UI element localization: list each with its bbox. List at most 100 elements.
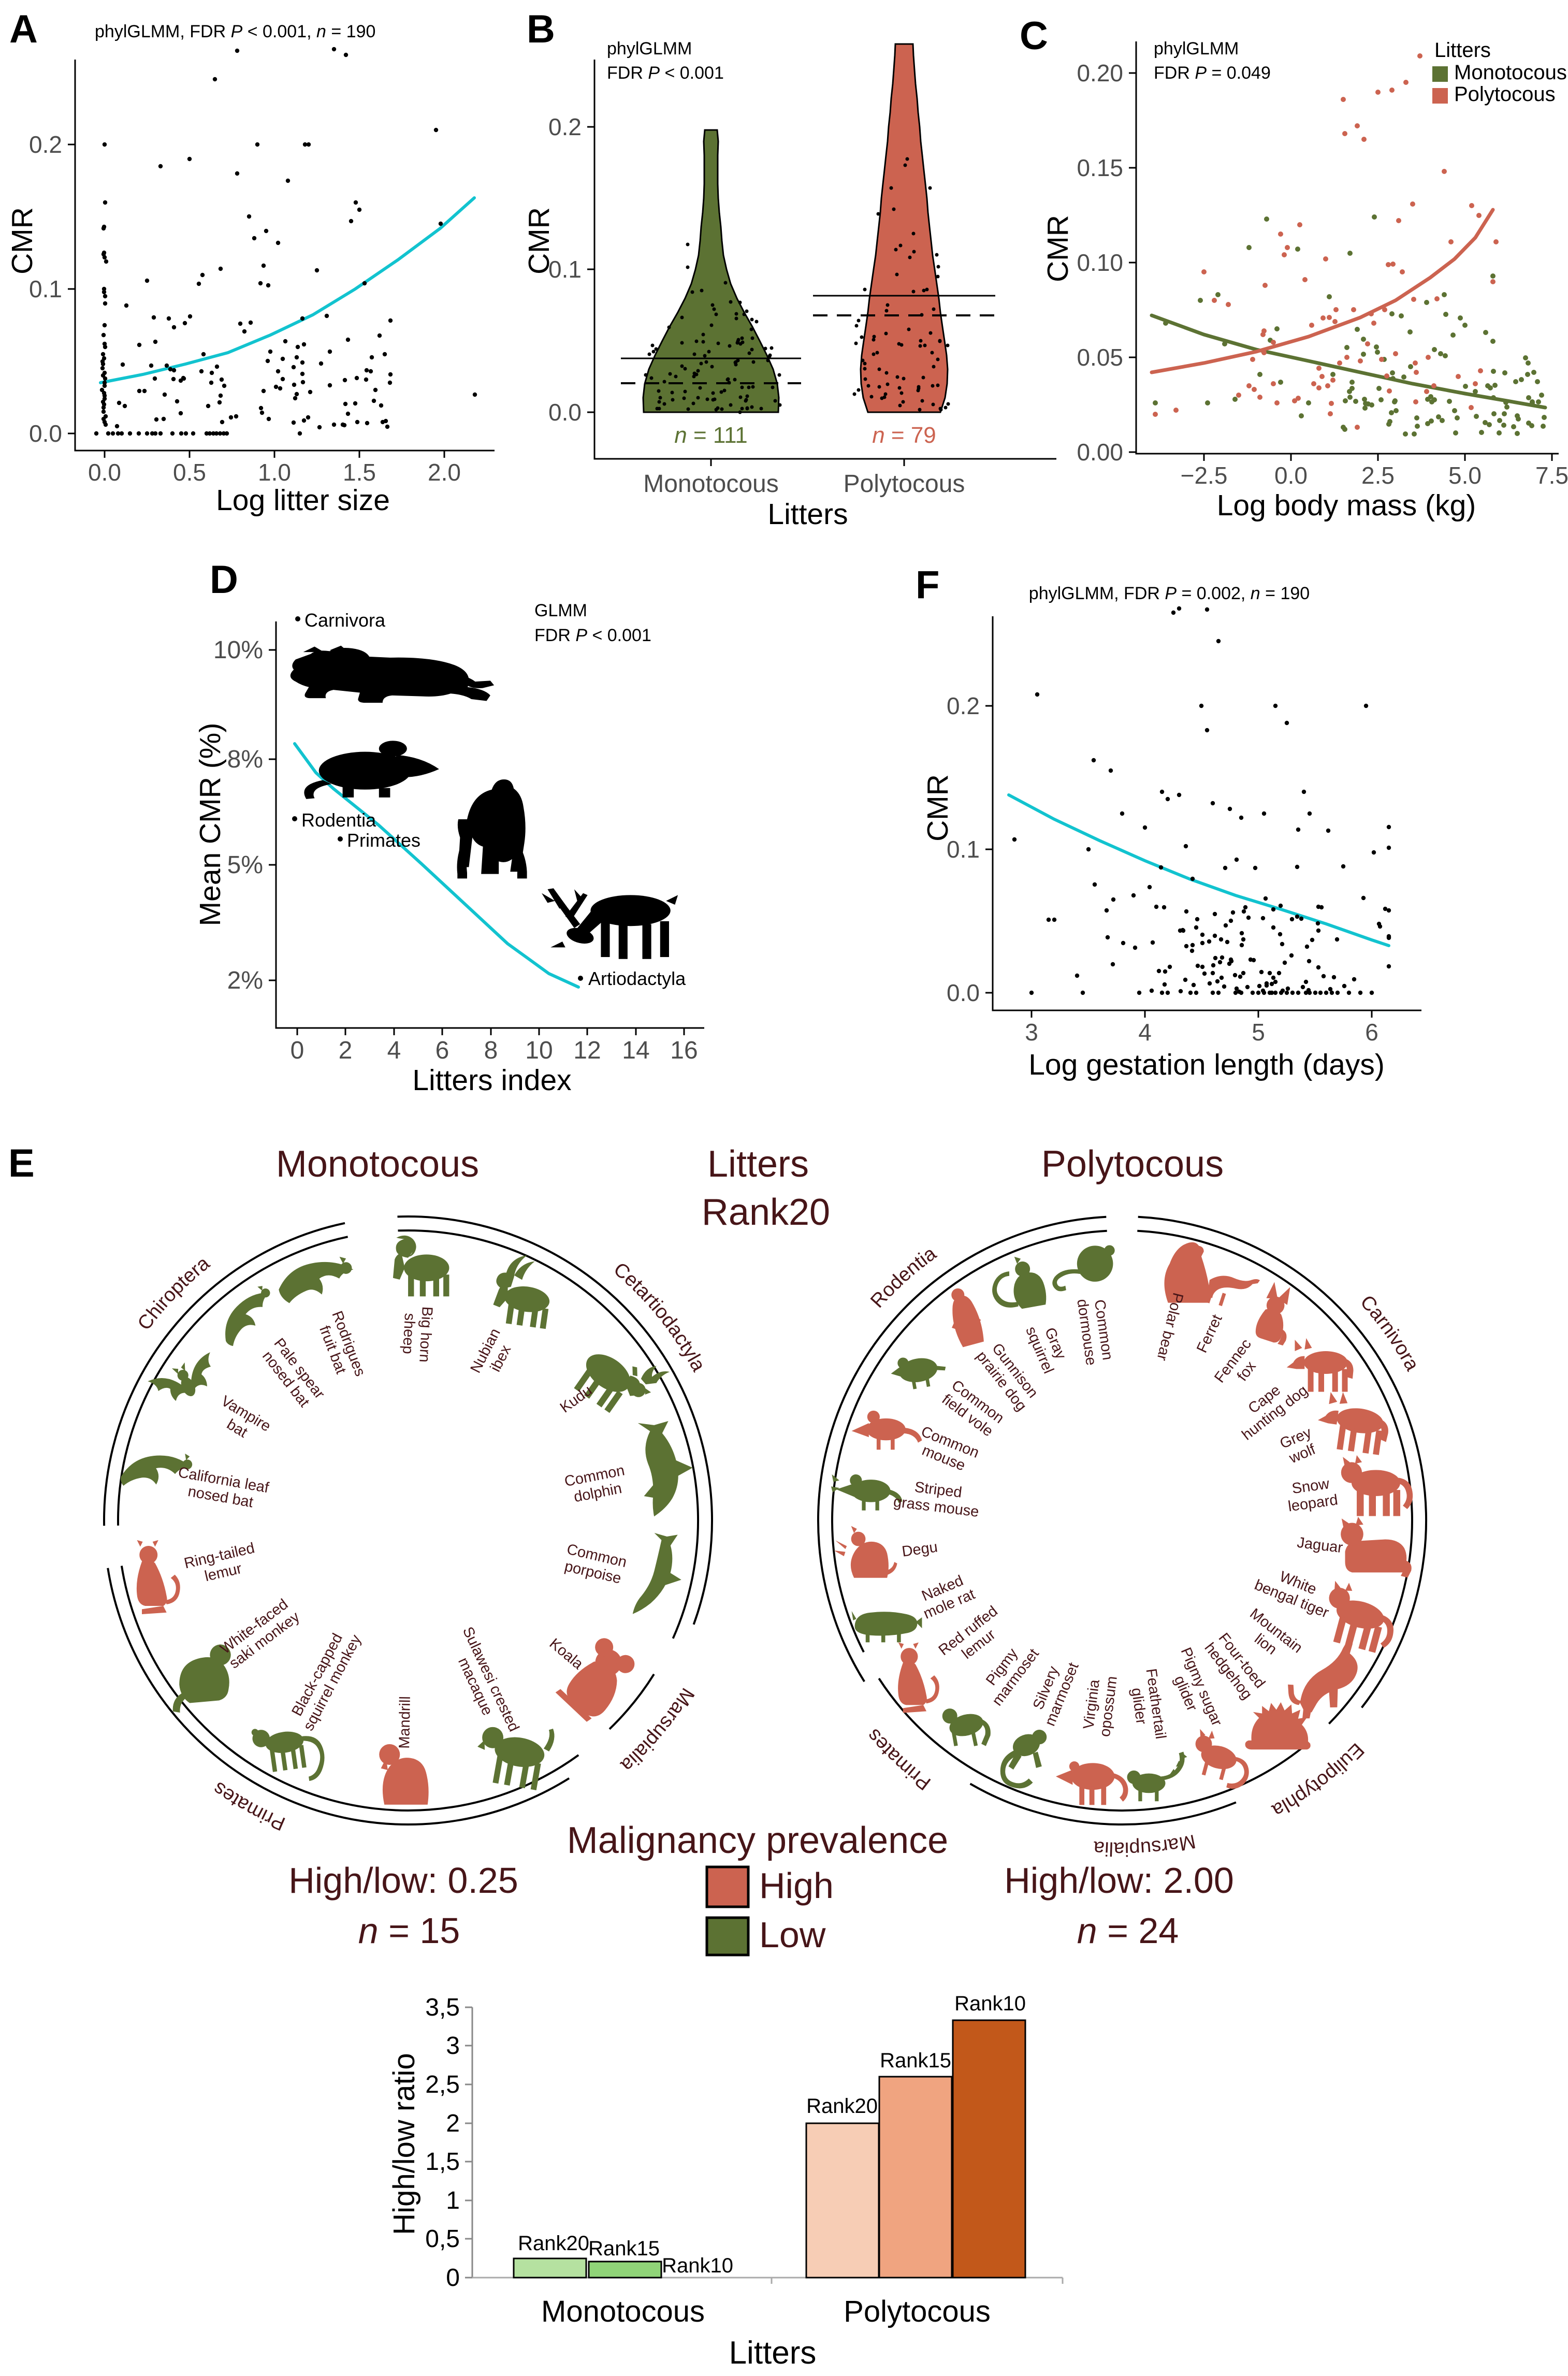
svg-text:Monotocous: Monotocous	[541, 2295, 705, 2328]
svg-text:0.0: 0.0	[88, 459, 121, 486]
svg-text:Rank10: Rank10	[662, 2254, 733, 2277]
svg-text:2: 2	[339, 1037, 353, 1064]
svg-text:B: B	[527, 7, 555, 51]
svg-text:Low: Low	[759, 1915, 826, 1955]
svg-text:14: 14	[622, 1037, 649, 1064]
svg-text:10%: 10%	[213, 636, 263, 664]
svg-text:0.2: 0.2	[548, 113, 582, 140]
svg-text:F: F	[916, 563, 939, 607]
svg-text:1,5: 1,5	[425, 2148, 460, 2176]
svg-text:High: High	[759, 1865, 834, 1906]
svg-text:Mandrill: Mandrill	[396, 1696, 414, 1749]
svg-text:0.1: 0.1	[29, 276, 62, 302]
svg-text:5: 5	[1252, 1019, 1265, 1046]
svg-text:n = 15: n = 15	[358, 1910, 460, 1951]
svg-text:Polytocous: Polytocous	[1041, 1143, 1224, 1185]
svg-text:0.2: 0.2	[29, 131, 62, 158]
svg-text:3: 3	[446, 2032, 460, 2060]
svg-text:0.1: 0.1	[548, 256, 582, 283]
svg-text:12: 12	[573, 1037, 601, 1064]
svg-text:Litters: Litters	[767, 498, 848, 531]
svg-text:Polytocous: Polytocous	[1454, 83, 1556, 106]
svg-text:High/low: 2.00: High/low: 2.00	[1004, 1860, 1234, 1901]
svg-text:Polytocous: Polytocous	[844, 2295, 991, 2328]
svg-text:CMR: CMR	[522, 207, 556, 274]
svg-text:phylGLMM, FDR P = 0.002, n = 1: phylGLMM, FDR P = 0.002, n = 190	[1029, 584, 1310, 603]
svg-text:Rank10: Rank10	[954, 1992, 1026, 2015]
svg-text:0.1: 0.1	[947, 836, 980, 863]
svg-text:D: D	[210, 558, 238, 602]
svg-text:5%: 5%	[227, 851, 263, 879]
svg-text:Monotocous: Monotocous	[1454, 61, 1567, 84]
svg-text:6: 6	[1365, 1019, 1378, 1046]
svg-text:0,5: 0,5	[425, 2225, 460, 2253]
svg-text:8%: 8%	[227, 746, 263, 773]
svg-text:4: 4	[387, 1037, 401, 1064]
svg-text:E: E	[8, 1141, 35, 1185]
svg-text:CMR: CMR	[921, 774, 954, 842]
svg-text:2,5: 2,5	[425, 2071, 460, 2098]
svg-text:Monotocous: Monotocous	[276, 1143, 479, 1185]
svg-text:1.5: 1.5	[343, 459, 376, 486]
svg-text:GLMM: GLMM	[534, 601, 587, 620]
svg-text:n = 111: n = 111	[674, 423, 748, 448]
svg-text:1: 1	[446, 2187, 460, 2214]
svg-text:Rank15: Rank15	[880, 2049, 951, 2072]
svg-text:n = 79: n = 79	[872, 423, 936, 448]
svg-text:0.5: 0.5	[173, 459, 206, 486]
svg-text:Graysquirrel: Graysquirrel	[1022, 1317, 1072, 1376]
svg-text:2.5: 2.5	[1361, 462, 1395, 489]
svg-text:Carnivora: Carnivora	[304, 610, 386, 631]
svg-text:16: 16	[670, 1037, 698, 1064]
svg-text:10: 10	[525, 1037, 553, 1064]
svg-text:Polytocous: Polytocous	[844, 470, 965, 498]
svg-text:FDR P < 0.001: FDR P < 0.001	[534, 626, 651, 645]
svg-text:Monotocous: Monotocous	[643, 470, 779, 498]
svg-text:High/low: 0.25: High/low: 0.25	[288, 1860, 518, 1901]
svg-text:0.0: 0.0	[548, 399, 582, 426]
svg-text:3,5: 3,5	[425, 1994, 460, 2021]
svg-text:0.0: 0.0	[1274, 462, 1308, 489]
svg-text:Litters index: Litters index	[412, 1064, 571, 1097]
svg-text:Rank15: Rank15	[588, 2237, 660, 2260]
svg-text:FDR P = 0.049: FDR P = 0.049	[1154, 63, 1271, 83]
svg-text:Rodentia: Rodentia	[301, 809, 376, 831]
svg-text:Log gestation length (days): Log gestation length (days)	[1028, 1048, 1385, 1081]
svg-text:0.0: 0.0	[947, 979, 980, 1006]
svg-text:Litters: Litters	[707, 1143, 809, 1185]
svg-text:CMR: CMR	[6, 207, 39, 274]
svg-text:0.0: 0.0	[29, 420, 62, 447]
svg-text:2%: 2%	[227, 967, 263, 994]
svg-text:7.5: 7.5	[1535, 462, 1568, 489]
svg-text:phylGLMM: phylGLMM	[1154, 39, 1239, 59]
svg-text:Rank20: Rank20	[806, 2095, 878, 2118]
svg-text:8: 8	[484, 1037, 498, 1064]
svg-text:4: 4	[1138, 1019, 1152, 1046]
svg-text:C: C	[1020, 14, 1048, 58]
svg-text:0.10: 0.10	[1077, 249, 1123, 276]
svg-text:2: 2	[446, 2110, 460, 2137]
svg-text:0.00: 0.00	[1077, 439, 1123, 466]
svg-text:Mean CMR (%): Mean CMR (%)	[194, 723, 227, 926]
svg-text:5.0: 5.0	[1448, 462, 1482, 489]
svg-text:Rank20: Rank20	[702, 1192, 830, 1233]
svg-text:Malignancy prevalence: Malignancy prevalence	[567, 1820, 948, 1861]
svg-text:2.0: 2.0	[428, 459, 461, 486]
svg-text:1.0: 1.0	[258, 459, 291, 486]
svg-text:Litters: Litters	[729, 2335, 817, 2371]
svg-text:−2.5: −2.5	[1181, 462, 1228, 489]
svg-text:phylGLMM: phylGLMM	[607, 39, 692, 59]
svg-text:n = 24: n = 24	[1077, 1910, 1179, 1951]
svg-text:CMR: CMR	[1041, 215, 1075, 282]
svg-text:Log litter size: Log litter size	[216, 484, 390, 517]
svg-text:0.20: 0.20	[1077, 60, 1123, 86]
svg-text:A: A	[9, 7, 38, 51]
svg-text:Litters: Litters	[1434, 39, 1491, 62]
svg-text:Rank20: Rank20	[518, 2232, 589, 2255]
svg-text:Big hornsheep: Big hornsheep	[399, 1305, 435, 1363]
svg-text:Primates: Primates	[347, 830, 420, 851]
svg-text:3: 3	[1025, 1019, 1038, 1046]
svg-text:6: 6	[435, 1037, 449, 1064]
svg-text:0.15: 0.15	[1077, 154, 1123, 181]
svg-text:Log body mass (kg): Log body mass (kg)	[1217, 489, 1476, 522]
